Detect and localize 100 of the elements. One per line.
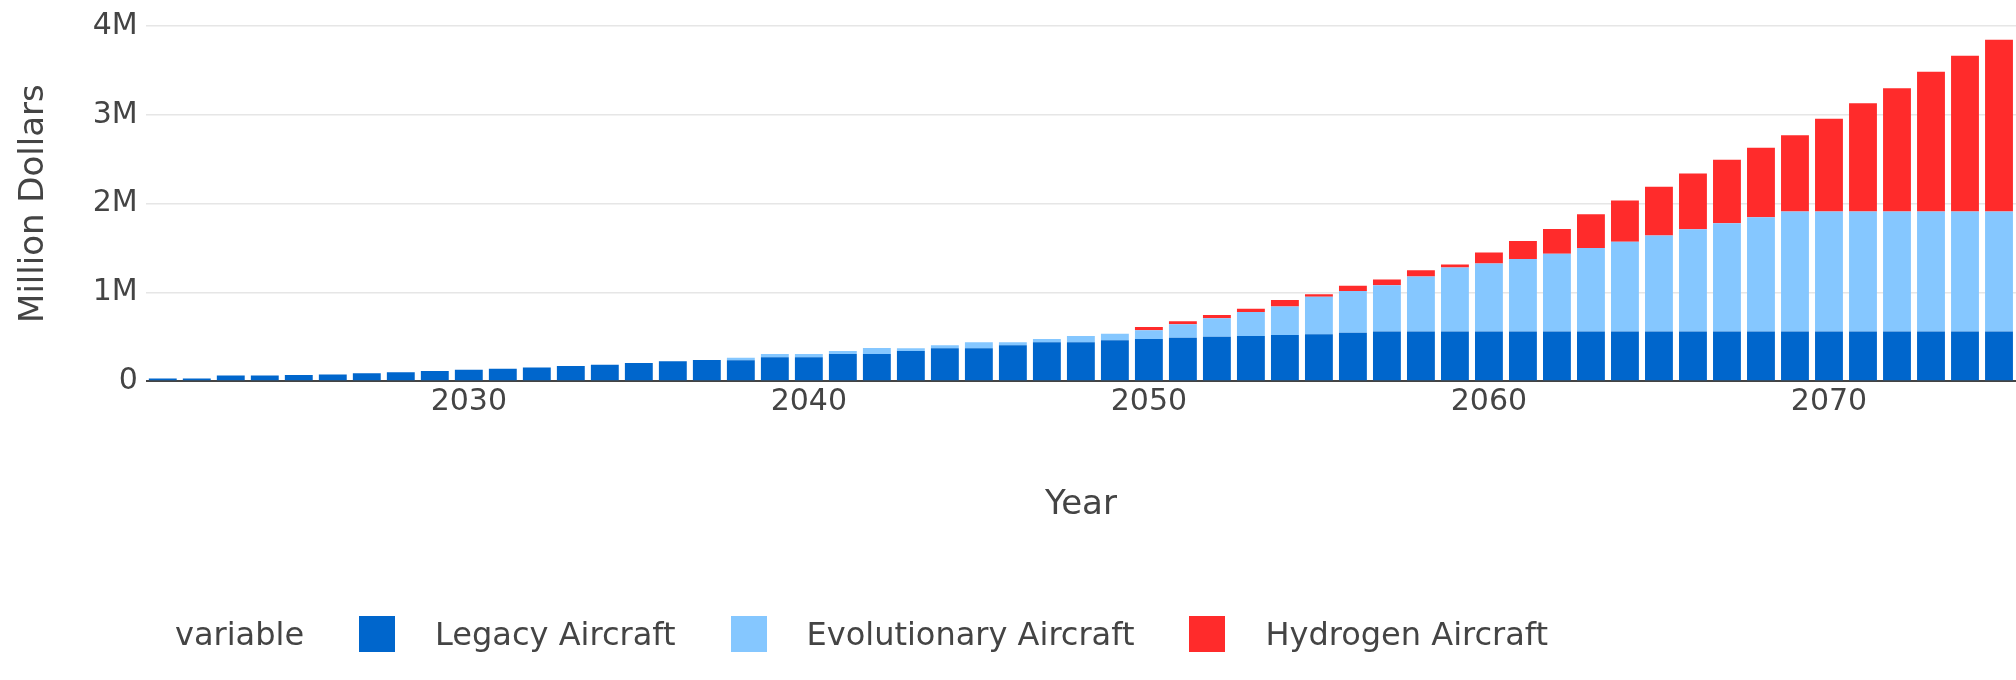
bar	[1781, 211, 1809, 332]
bar	[1372, 285, 1401, 332]
bar	[1304, 334, 1333, 381]
bar	[1236, 308, 1265, 312]
bar	[1304, 294, 1333, 297]
bar	[1679, 331, 1707, 381]
bar	[1849, 103, 1877, 212]
bar	[1406, 331, 1435, 381]
y-axis-title: Million Dollars	[11, 84, 52, 323]
bar	[828, 351, 857, 355]
bar	[522, 367, 551, 381]
bar	[1509, 331, 1537, 381]
bar	[1236, 335, 1265, 381]
bar	[250, 375, 279, 381]
bar	[862, 354, 891, 381]
bar	[794, 354, 823, 358]
bar	[896, 348, 925, 352]
bar	[1747, 147, 1775, 218]
bar	[1577, 214, 1605, 248]
bar	[1611, 241, 1639, 332]
bar	[488, 368, 517, 381]
bar	[862, 347, 891, 355]
bar	[1645, 331, 1673, 381]
bar	[1679, 229, 1707, 332]
bar	[1168, 337, 1197, 381]
y-tick-label: 4M	[92, 5, 138, 41]
bar	[1747, 331, 1775, 381]
bar	[1066, 342, 1095, 381]
bar	[998, 342, 1027, 346]
bar	[1202, 315, 1231, 319]
bar	[1338, 332, 1367, 381]
bar	[1270, 306, 1299, 336]
bar	[1406, 276, 1435, 332]
x-tick-label: 2070	[1790, 382, 1868, 417]
bar	[1338, 285, 1367, 292]
bar	[1815, 118, 1843, 212]
bar	[590, 364, 619, 381]
bar	[1372, 331, 1401, 381]
bar	[1917, 211, 1945, 332]
x-tick-label: 2030	[430, 382, 507, 417]
bar	[1679, 173, 1707, 230]
bar	[1509, 240, 1537, 260]
bar	[1304, 296, 1333, 335]
bar	[1543, 228, 1571, 254]
bar	[420, 370, 449, 381]
bar	[1645, 235, 1673, 332]
bar	[760, 357, 789, 381]
bar	[1917, 331, 1945, 381]
bar	[556, 366, 585, 381]
bar	[1951, 55, 1979, 212]
bar	[1474, 331, 1503, 381]
bar	[1883, 211, 1911, 332]
legend-label: Hydrogen Aircraft	[1265, 615, 1549, 653]
bar	[1577, 248, 1605, 332]
bar	[1134, 330, 1163, 340]
bar	[1474, 252, 1503, 264]
bar	[1168, 324, 1197, 338]
bar	[1202, 336, 1231, 381]
bar	[1917, 71, 1945, 212]
bar	[1032, 339, 1061, 343]
bar	[1202, 318, 1231, 337]
x-tick-label: 2060	[1450, 382, 1528, 417]
bar	[1611, 200, 1639, 242]
bar	[1338, 291, 1367, 333]
bar	[1985, 211, 2013, 332]
bar	[216, 375, 245, 381]
bar	[1781, 331, 1809, 381]
bar	[1713, 159, 1741, 224]
bar	[1406, 270, 1435, 277]
bar	[930, 348, 959, 381]
bar	[1985, 39, 2013, 212]
bar	[964, 348, 993, 381]
legend-label: Legacy Aircraft	[435, 615, 676, 653]
y-tick-label: 0	[118, 361, 138, 396]
bar	[794, 357, 823, 381]
bar	[1032, 342, 1061, 381]
bar	[930, 345, 959, 349]
x-tick-label: 2050	[1110, 382, 1188, 417]
bar	[1713, 223, 1741, 332]
bar	[454, 369, 483, 381]
bar	[964, 342, 993, 349]
bar	[1440, 267, 1469, 332]
bar	[1440, 264, 1469, 268]
bar	[998, 345, 1027, 381]
bar	[1985, 331, 2013, 381]
x-axis-title: Year	[1043, 482, 1117, 523]
bar	[1270, 299, 1299, 307]
bar	[1883, 331, 1911, 381]
x-tick-label: 2040	[770, 382, 848, 417]
bar	[1100, 333, 1129, 341]
bar	[1134, 339, 1163, 381]
bar	[1270, 335, 1299, 381]
bar	[1543, 331, 1571, 381]
bar	[1883, 88, 1911, 212]
bar	[1134, 327, 1163, 331]
bar	[352, 373, 381, 381]
bar	[1951, 211, 1979, 332]
bar	[1100, 340, 1129, 381]
bar	[624, 363, 653, 381]
bar	[386, 372, 415, 381]
